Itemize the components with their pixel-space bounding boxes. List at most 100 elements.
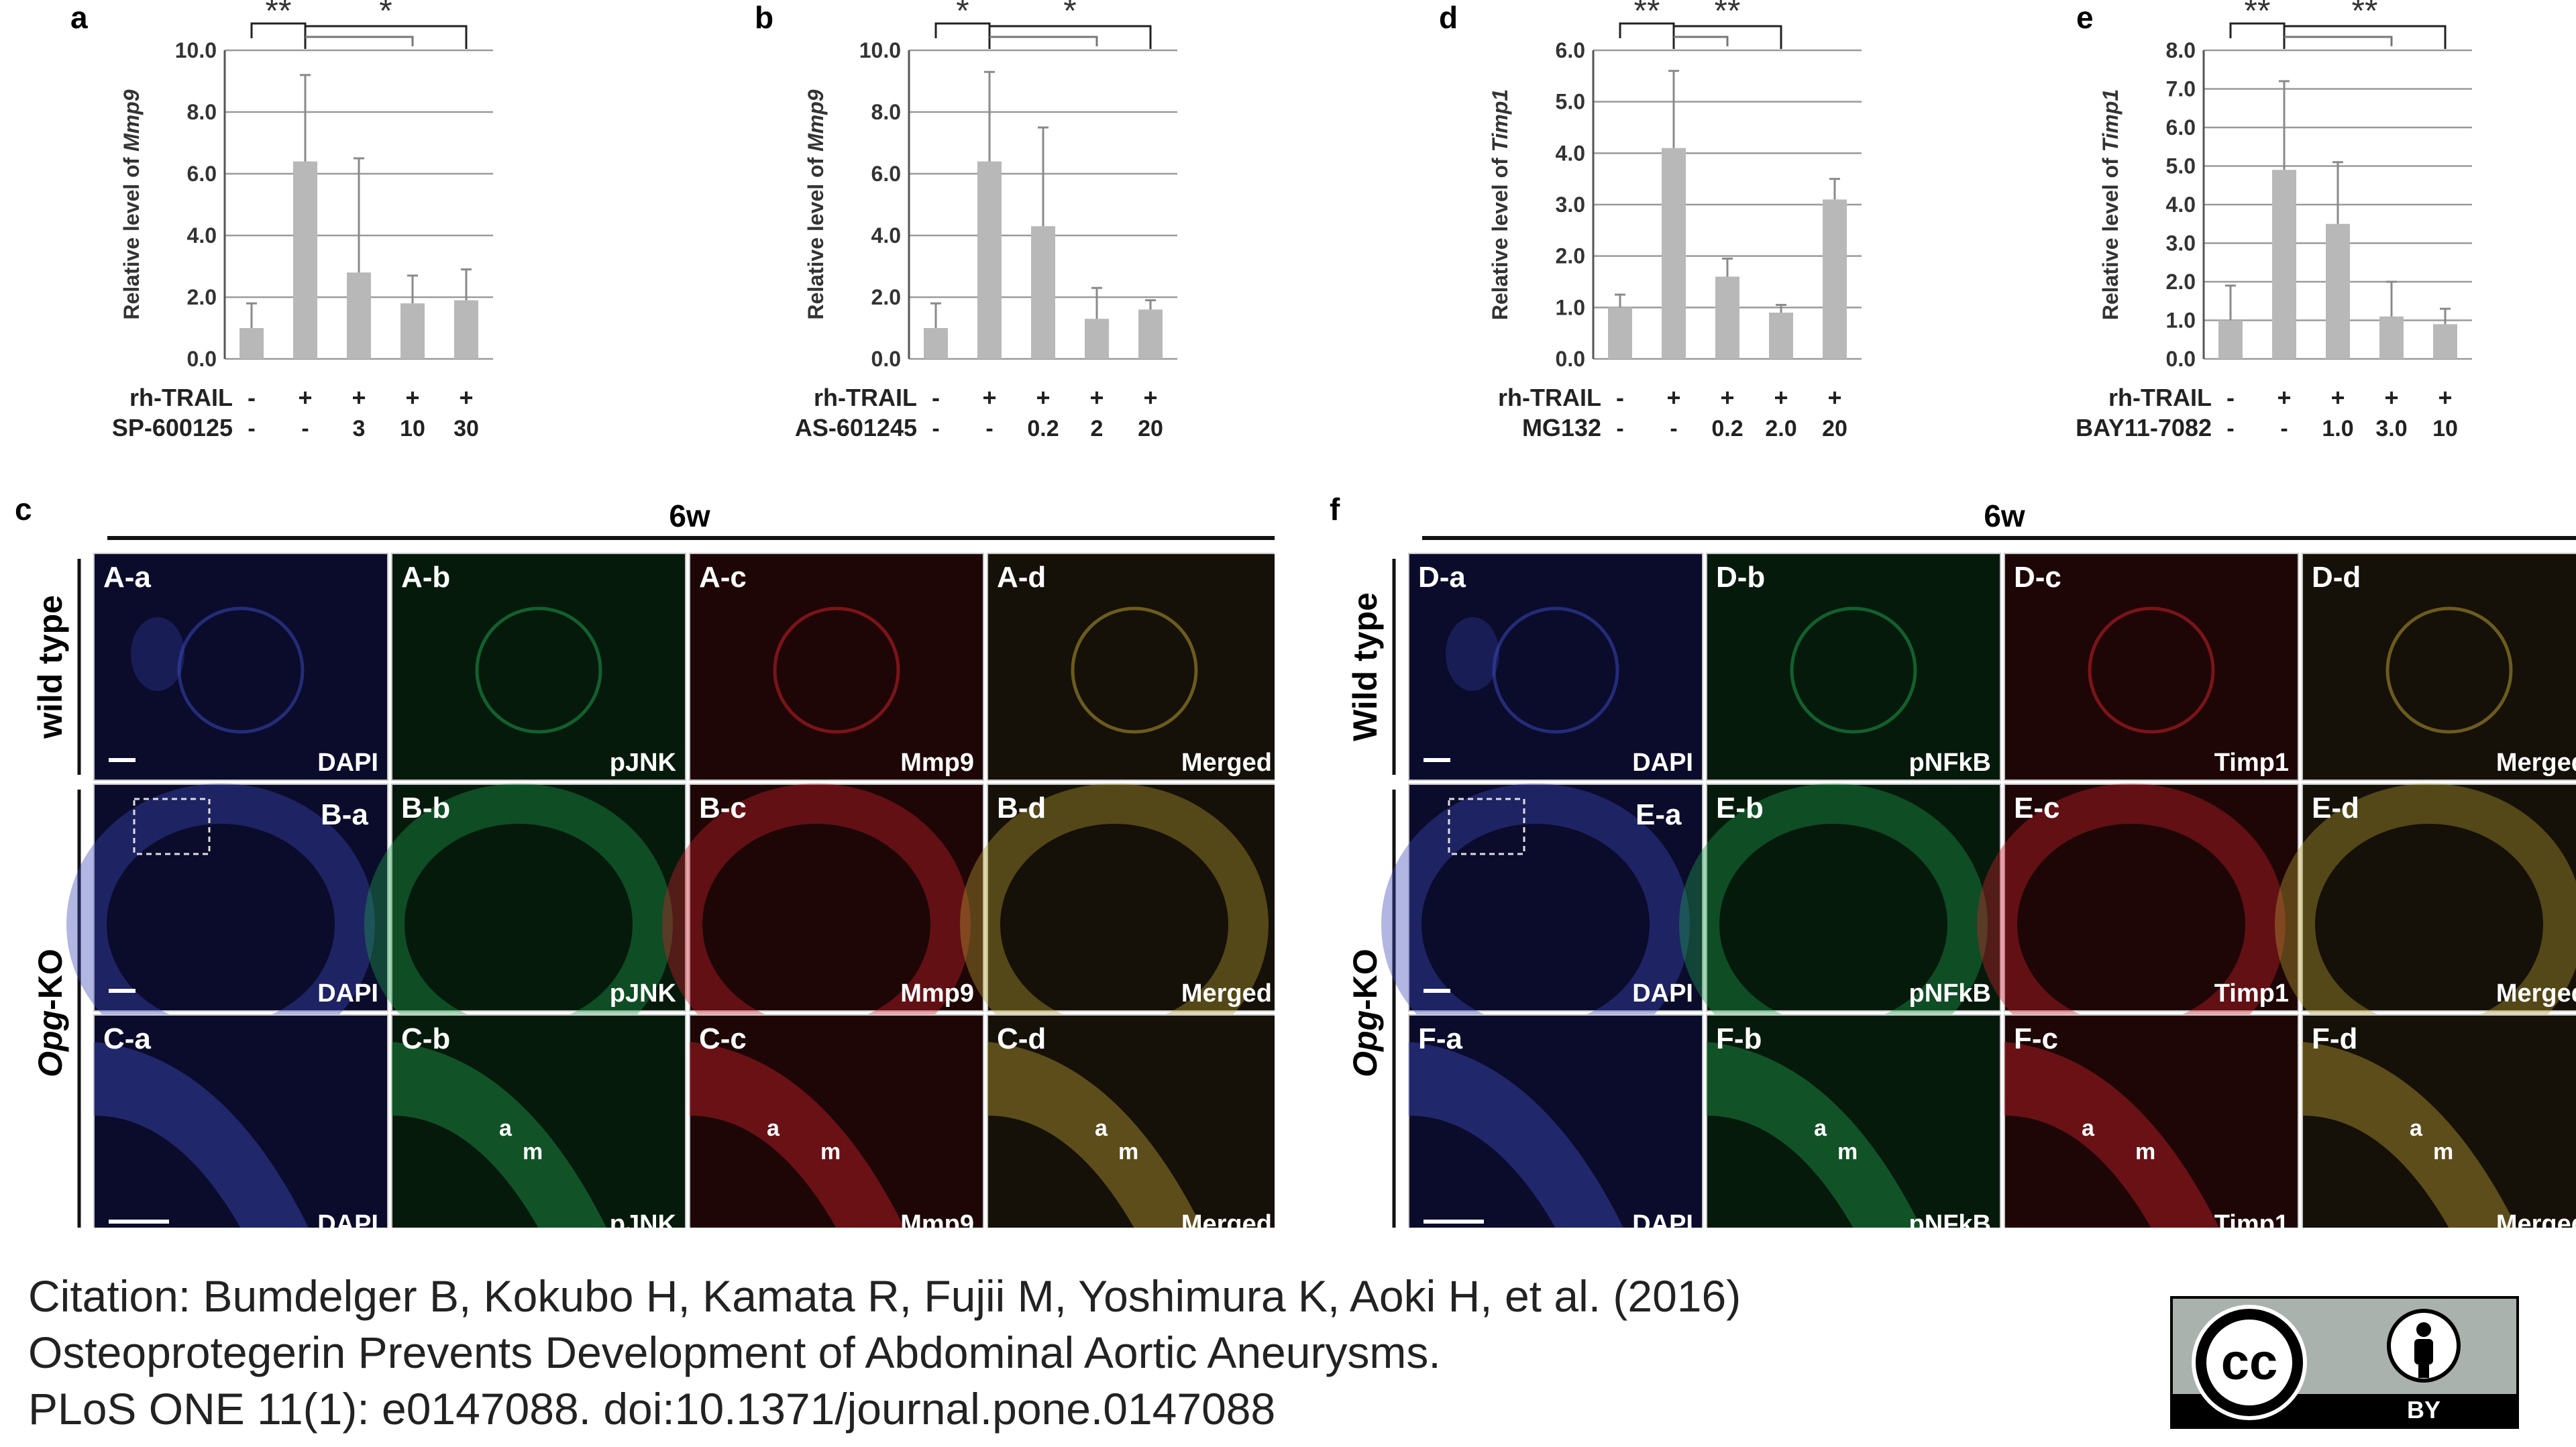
y-axis-label: Relative level of Mmp9: [119, 89, 144, 319]
treatment-value: +: [982, 384, 996, 411]
micrograph-tile: am F-b pNFkB: [1706, 1014, 2001, 1228]
tile-label: D-c: [2014, 561, 2061, 594]
significance-label: **: [1715, 0, 1741, 30]
vessel-wall: [392, 1042, 606, 1228]
vessel-wall: [2004, 1042, 2219, 1228]
aorta-ring: [177, 606, 305, 734]
tile-label: B-b: [401, 792, 450, 824]
region-label-adventitia: a: [499, 1116, 513, 1141]
significance-label: **: [2352, 0, 2378, 30]
micrograph-tile: F-a DAPI: [1408, 1014, 1703, 1228]
channel-label: Timp1: [2214, 1210, 2289, 1228]
zoom-region-box: [133, 798, 211, 855]
row-label-treatment: rh-TRAIL: [2108, 384, 2212, 411]
micrograph-tile: am F-d Merged: [2302, 1014, 2576, 1228]
inhibitor-dose: -: [248, 416, 255, 441]
aorta-ring: [1492, 606, 1619, 734]
inhibitor-dose: 20: [1138, 416, 1163, 441]
region-label-media: m: [523, 1139, 543, 1165]
bar: [1608, 307, 1632, 359]
cc-icon: cc: [2221, 1334, 2278, 1391]
aorta-ring: [1790, 606, 1917, 734]
tile-label: C-c: [699, 1022, 747, 1055]
cc-by-license-badge[interactable]: cc BY: [2170, 1296, 2519, 1429]
channel-label: pJNK: [610, 1210, 677, 1228]
row-group-label: Opg-KO: [32, 949, 69, 1077]
channel-label: DAPI: [317, 1210, 378, 1228]
bar: [293, 161, 317, 359]
region-label-media: m: [1837, 1139, 1858, 1165]
micrograph-tile: E-b pNFkB: [1679, 784, 2001, 1065]
significance-label: *: [379, 0, 392, 30]
y-tick-label: 4.0: [2166, 193, 2196, 217]
micrograph-tile: am C-b pJNK: [391, 1014, 686, 1228]
channel-label: Merged: [2496, 749, 2576, 777]
treatment-value: +: [1720, 384, 1734, 411]
micrograph-tile: A-c Mmp9: [689, 553, 984, 781]
inhibitor-dose: 3.0: [2375, 416, 2407, 441]
micrograph-tile: D-c Timp1: [2004, 553, 2299, 781]
vessel-wall: [1409, 1042, 1623, 1228]
channel-label: DAPI: [317, 979, 378, 1008]
channel-label: Merged: [1181, 979, 1272, 1008]
channel-label: pNFkB: [1909, 979, 1991, 1008]
tile-label: B-d: [997, 792, 1046, 824]
tile-label: A-d: [997, 561, 1046, 594]
y-tick-label: 2.0: [187, 285, 217, 309]
row-group-label: Opg-KO: [1346, 949, 1384, 1077]
bar: [400, 303, 425, 359]
channel-label: pJNK: [610, 979, 677, 1008]
significance-bracket-inner: [989, 36, 1098, 46]
treatment-value: +: [1036, 384, 1050, 411]
tile-label: F-b: [1716, 1022, 1762, 1055]
micrograph-tile: D-b pNFkB: [1706, 553, 2001, 781]
channel-label: Merged: [2496, 979, 2576, 1008]
tile-label: A-a: [103, 561, 151, 594]
y-tick-label: 6.0: [871, 162, 901, 186]
micrograph-tile: A-a DAPI: [93, 553, 388, 781]
row-label-treatment: rh-TRAIL: [129, 384, 233, 411]
by-label: BY: [2407, 1396, 2440, 1424]
tile-label: D-b: [1716, 561, 1765, 594]
micrograph-tile: B-c Mmp9: [662, 784, 984, 1065]
vessel-wall: [690, 1042, 904, 1228]
tile-label: E-a: [1635, 798, 1682, 831]
y-tick-label: 8.0: [2166, 38, 2196, 62]
vessel-wall: [2302, 1042, 2517, 1228]
bar: [2218, 320, 2243, 359]
y-tick-label: 7.0: [2166, 77, 2196, 101]
micrograph-tile: B-d Merged: [960, 784, 1275, 1065]
y-tick-label: 6.0: [1556, 38, 1585, 62]
inhibitor-dose: -: [1616, 416, 1623, 441]
zoom-region-box: [1448, 798, 1525, 855]
y-tick-label: 10.0: [859, 38, 901, 62]
tile-label: F-a: [1418, 1022, 1463, 1055]
y-tick-label: 4.0: [1556, 141, 1585, 165]
inhibitor-dose: 0.2: [1027, 416, 1059, 441]
row-label-inhibitor: AS-601245: [795, 414, 917, 441]
bar: [454, 300, 478, 359]
inhibitor-dose: 10: [400, 416, 425, 441]
inhibitor-dose: 30: [453, 416, 479, 441]
bar: [2379, 316, 2404, 359]
treatment-value: +: [352, 384, 366, 411]
y-tick-label: 3.0: [2166, 231, 2196, 256]
tile-label: E-c: [2014, 792, 2059, 824]
significance-label: **: [1634, 0, 1660, 30]
bar: [1085, 319, 1109, 359]
inhibitor-dose: 10: [2432, 416, 2458, 441]
micrograph-tile: E-d Merged: [2275, 784, 2576, 1065]
significance-bracket-inner: [305, 36, 414, 46]
treatment-value: +: [1774, 384, 1788, 411]
inhibitor-dose: 1.0: [2322, 416, 2353, 441]
panel-label-b: b: [755, 0, 773, 35]
inhibitor-dose: -: [2226, 416, 2234, 441]
channel-label: Timp1: [2214, 979, 2289, 1008]
row-label-inhibitor: BAY11-7082: [2076, 414, 2212, 441]
region-label-adventitia: a: [2082, 1116, 2095, 1141]
micrograph-tile: B-b pJNK: [364, 784, 686, 1065]
micrograph-tile: E-a DAPI: [1381, 784, 1703, 1065]
inhibitor-dose: 0.2: [1711, 416, 1743, 441]
significance-label: **: [2245, 0, 2271, 30]
y-tick-label: 4.0: [871, 223, 901, 248]
